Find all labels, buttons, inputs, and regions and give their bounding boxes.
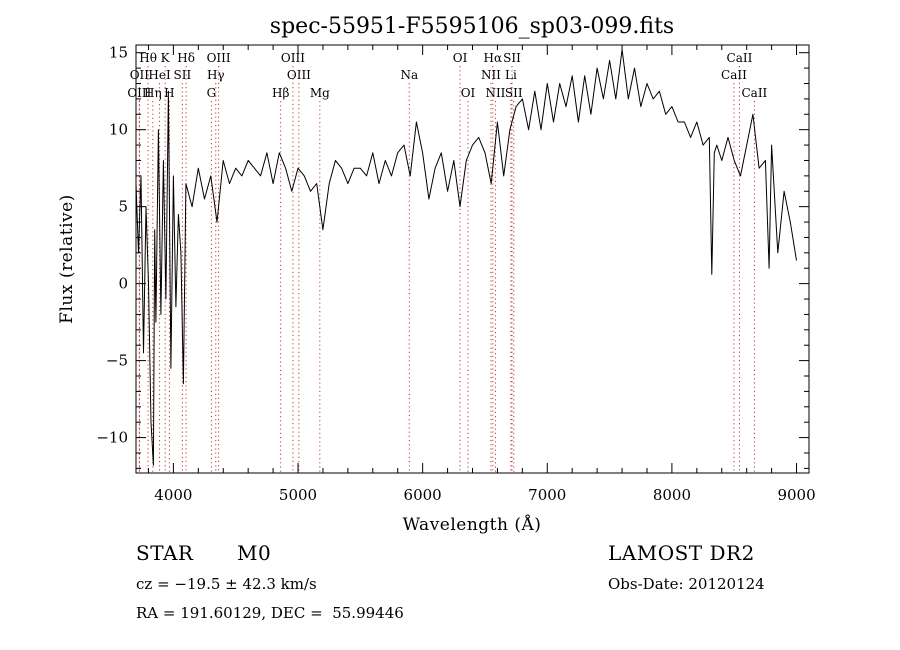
line-marker-label: H <box>164 86 174 100</box>
observation-date: Obs-Date: 20120124 <box>608 575 765 593</box>
survey-name: LAMOST DR2 <box>608 541 755 565</box>
line-marker-label: Hα <box>484 51 503 65</box>
line-marker-label: K <box>161 51 171 65</box>
line-marker-label: OI <box>453 51 468 65</box>
line-marker-label: Mg <box>310 86 330 100</box>
x-tick-label: 9000 <box>777 486 815 504</box>
line-marker-label: CaII <box>721 68 747 82</box>
line-marker-label: NII <box>481 68 501 82</box>
line-marker-label: CaII <box>727 51 753 65</box>
line-marker-label: OIII <box>207 51 231 65</box>
line-marker-label: Hδ <box>177 51 195 65</box>
spectrum-series <box>135 49 797 466</box>
x-tick-label: 4000 <box>154 486 192 504</box>
line-marker-label: Hθ <box>139 51 157 65</box>
object-subclass: M0 <box>237 541 272 565</box>
line-marker-label: OIII <box>281 51 305 65</box>
line-marker-label: Hβ <box>272 86 289 100</box>
line-marker-label: OII <box>130 68 150 82</box>
y-axis-label: Flux (relative) <box>57 194 77 324</box>
x-tick-label: 7000 <box>528 486 566 504</box>
chart-title: spec-55951-F5595106_sp03-099.fits <box>270 14 674 39</box>
series-line-0 <box>135 49 797 466</box>
line-marker-label: Hγ <box>207 68 225 82</box>
object-class: STAR <box>136 541 194 565</box>
line-marker-label: G <box>207 86 217 100</box>
x-tick-label: 8000 <box>653 486 691 504</box>
axis-ticks: 4000 5000 6000 7000 8000 9000 −10 −5 0 5 10 15 <box>96 44 815 504</box>
line-marker-label: OI <box>461 86 476 100</box>
line-marker-label: OIII <box>287 68 311 82</box>
y-tick-label: 5 <box>118 198 128 216</box>
redshift-readout: cz = −19.5 ± 42.3 km/s <box>136 575 317 593</box>
line-marker-label: SII <box>505 86 523 100</box>
line-marker-label: Li <box>505 68 517 82</box>
y-tick-label: −5 <box>106 352 128 370</box>
line-marker-label: HeI <box>148 68 171 82</box>
y-tick-label: −10 <box>96 429 128 447</box>
y-tick-label: 0 <box>118 275 128 293</box>
line-marker-label: NII <box>485 86 505 100</box>
x-axis-label: Wavelength (Å) <box>403 514 542 535</box>
coordinates-readout: RA = 191.60129, DEC = 55.99446 <box>136 604 404 622</box>
line-marker-label: SII <box>503 51 521 65</box>
line-marker-label: Hη <box>144 86 162 100</box>
line-marker-label: OIII <box>127 86 151 100</box>
line-marker-label: SII <box>174 68 192 82</box>
y-tick-label: 15 <box>109 44 128 62</box>
x-tick-label: 5000 <box>279 486 317 504</box>
line-marker-label: CaII <box>741 86 767 100</box>
plot-frame <box>135 44 810 474</box>
y-tick-label: 10 <box>109 121 128 139</box>
x-tick-label: 6000 <box>404 486 442 504</box>
line-marker-label: Na <box>400 68 418 82</box>
